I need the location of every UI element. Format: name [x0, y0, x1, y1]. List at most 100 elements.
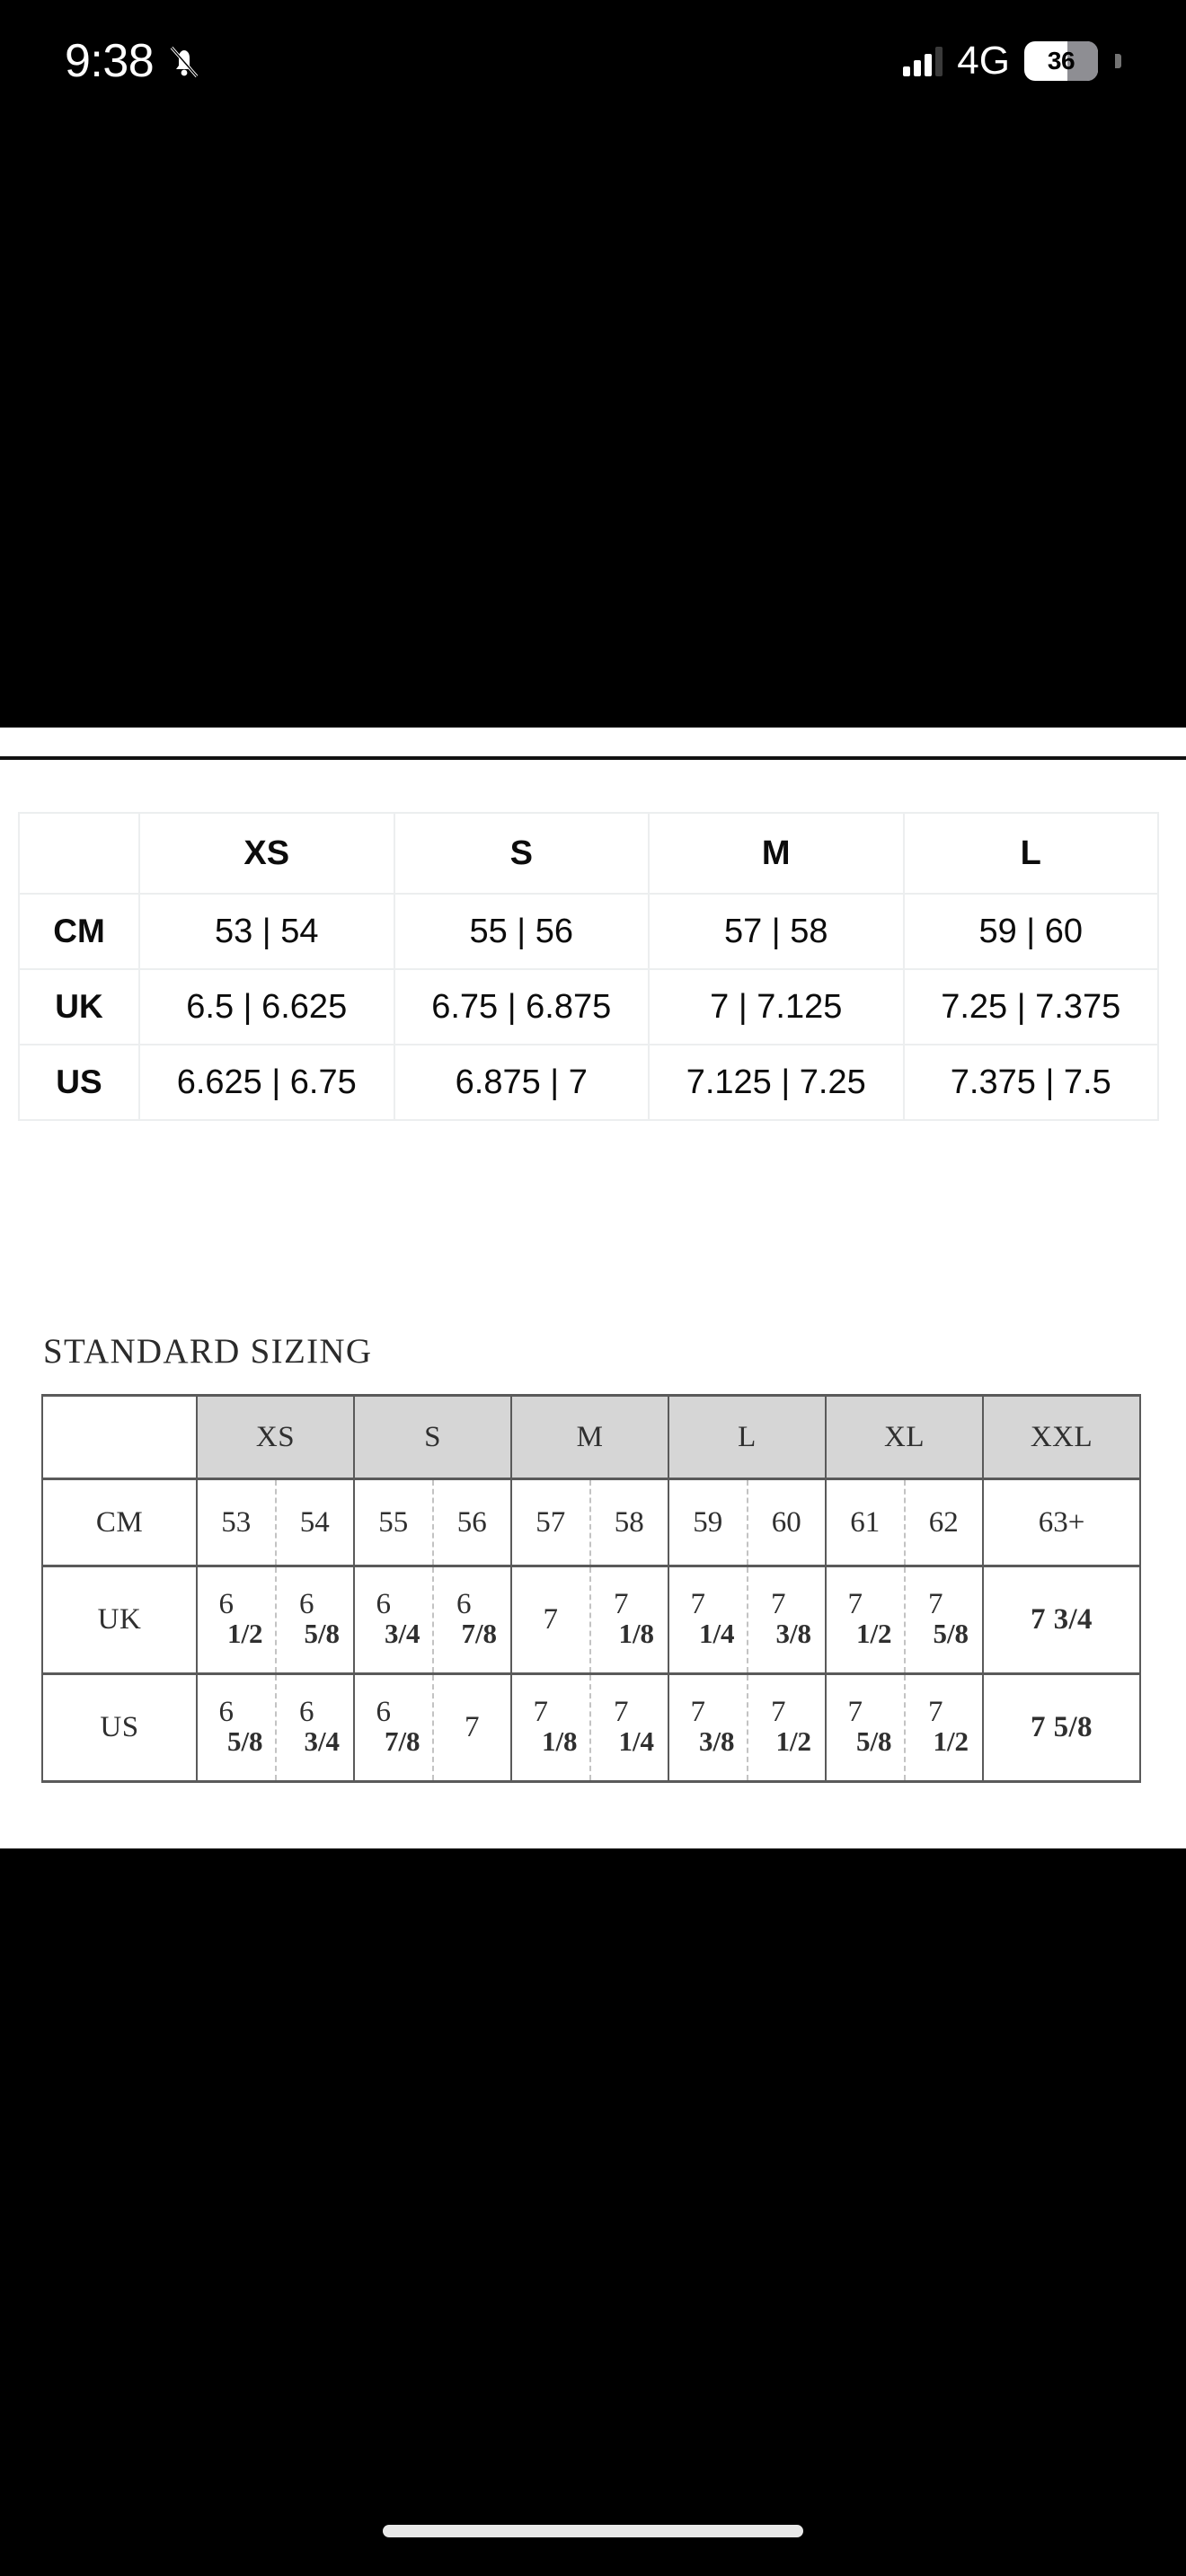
whole-number: 7 [847, 1695, 863, 1728]
table1-cell-uk-m: 7 | 7.125 [648, 968, 905, 1045]
whole-number: 7 [533, 1695, 549, 1728]
table2-cell-us-0: 6 5/8 [196, 1672, 277, 1783]
table2-cell-uk-9: 7 5/8 [904, 1565, 984, 1675]
fraction-part: 5/8 [226, 1725, 263, 1758]
mixed-fraction: 7 1/2 [918, 1697, 969, 1757]
table2-header-s: S [353, 1394, 512, 1480]
table2-cell-us-xxl: 7 5/8 [982, 1672, 1141, 1783]
table1-cell-cm-xs: 53 | 54 [138, 893, 395, 970]
value-text: 53 [221, 1505, 252, 1539]
table-row: US 6 5/8 6 3/4 6 7/8 7 7 1/8 7 1/4 7 3/8 7 1/2 7 5/8 7 1/2 7… [41, 1672, 1141, 1783]
network-type-label: 4G [957, 38, 1010, 83]
mixed-fraction: 7 3/8 [761, 1589, 811, 1649]
whole-number: 7 [690, 1695, 706, 1728]
mixed-fraction: 6 5/8 [209, 1697, 263, 1757]
table-row: CM 53 | 54 55 | 56 57 | 58 59 | 60 [18, 893, 1159, 970]
section-title-standard-sizing: STANDARD SIZING [43, 1332, 373, 1371]
mixed-fraction: 7 1/2 [761, 1697, 811, 1757]
table2-cell-cm-7: 60 [747, 1478, 827, 1567]
table1-corner-cell [18, 812, 140, 895]
whole-number: 7 [614, 1695, 629, 1728]
table1-cell-cm-l: 59 | 60 [902, 893, 1159, 970]
table2-cell-cm-2: 55 [353, 1478, 434, 1567]
table2-cell-uk-6: 7 1/4 [668, 1565, 748, 1675]
fraction-part: 1/4 [618, 1725, 655, 1758]
mixed-fraction: 7 3/8 [681, 1697, 735, 1757]
battery-level-label: 36 [1047, 46, 1075, 75]
whole-number: 7 [690, 1587, 706, 1620]
mixed-fraction: 6 5/8 [289, 1589, 340, 1649]
fraction-part: 5/8 [855, 1725, 892, 1758]
table1-row-label-cm: CM [18, 893, 140, 970]
table2-cell-us-2: 6 7/8 [353, 1672, 434, 1783]
size-conversion-table: XS S M L CM 53 | 54 55 | 56 57 | 58 59 |… [18, 812, 1159, 1121]
battery-cap-icon [1115, 53, 1121, 68]
mixed-fraction: 6 7/8 [447, 1589, 497, 1649]
table2-cell-cm-0: 53 [196, 1478, 277, 1567]
table1-header-l: L [902, 812, 1159, 895]
status-bar-right: 4G 36 [903, 38, 1121, 83]
mixed-fraction: 6 1/2 [209, 1589, 263, 1649]
fraction-part: 3/4 [384, 1618, 420, 1650]
table1-cell-cm-s: 55 | 56 [393, 893, 650, 970]
table2-cell-uk-5: 7 1/8 [589, 1565, 669, 1675]
table1-cell-uk-xs: 6.5 | 6.625 [138, 968, 395, 1045]
table2-cell-cm-1: 54 [275, 1478, 355, 1567]
table2-cell-cm-xxl: 63+ [982, 1478, 1141, 1567]
fraction-part: 5/8 [933, 1618, 969, 1650]
whole-number: 6 [376, 1695, 392, 1728]
table1-cell-us-m: 7.125 | 7.25 [648, 1044, 905, 1121]
bell-slash-icon [166, 41, 202, 81]
mixed-fraction: 6 3/4 [289, 1697, 340, 1757]
table-row: CM 53 54 55 56 57 58 59 60 61 62 63+ [41, 1478, 1141, 1567]
fraction-part: 1/2 [775, 1725, 812, 1758]
table-row: UK 6.5 | 6.625 6.75 | 6.875 7 | 7.125 7.… [18, 968, 1159, 1045]
value-text: 59 [693, 1505, 723, 1539]
fraction-part: 1/4 [698, 1618, 735, 1650]
value-text: 58 [614, 1505, 644, 1539]
value-text: 56 [456, 1505, 487, 1539]
table2-cell-uk-8: 7 1/2 [825, 1565, 906, 1675]
table1-cell-cm-m: 57 | 58 [648, 893, 905, 970]
fraction-part: 3/8 [775, 1618, 812, 1650]
whole-number: 6 [299, 1587, 314, 1620]
value-text: 7 [543, 1603, 559, 1636]
mixed-fraction: 7 1/8 [524, 1697, 578, 1757]
table2-cell-cm-4: 57 [510, 1478, 591, 1567]
mixed-fraction: 6 3/4 [367, 1589, 420, 1649]
status-time: 9:38 [65, 34, 155, 87]
fraction-part: 3/4 [304, 1725, 341, 1758]
fraction-part: 1/2 [855, 1618, 892, 1650]
size-conversion-table-wrapper: XS S M L CM 53 | 54 55 | 56 57 | 58 59 |… [18, 812, 1159, 1121]
table2-cell-us-7: 7 1/2 [747, 1672, 827, 1783]
table2-cell-cm-8: 61 [825, 1478, 906, 1567]
whole-number: 7 [771, 1695, 786, 1728]
table2-cell-us-3: 7 [432, 1672, 512, 1783]
battery-indicator: 36 [1024, 40, 1098, 81]
table1-cell-uk-s: 6.75 | 6.875 [393, 968, 650, 1045]
table2-row-label-cm: CM [41, 1478, 198, 1567]
value-text: 7 5/8 [1031, 1711, 1093, 1743]
mixed-fraction: 7 1/4 [604, 1697, 654, 1757]
fraction-part: 1/2 [226, 1618, 263, 1650]
table2-cell-us-4: 7 1/8 [510, 1672, 591, 1783]
mixed-fraction: 7 1/8 [604, 1589, 654, 1649]
home-indicator[interactable] [383, 2525, 803, 2537]
table2-cell-uk-7: 7 3/8 [747, 1565, 827, 1675]
fraction-part: 5/8 [304, 1618, 341, 1650]
whole-number: 6 [456, 1587, 472, 1620]
table2-cell-uk-3: 6 7/8 [432, 1565, 512, 1675]
table2-row-label-us: US [41, 1672, 198, 1783]
table-header-row: XS S M L [18, 812, 1159, 895]
fraction-part: 1/8 [541, 1725, 578, 1758]
whole-number: 6 [299, 1695, 314, 1728]
fraction-part: 7/8 [461, 1618, 498, 1650]
standard-sizing-table: XS S M L XL XXL CM 53 54 55 56 57 58 59 60 61 62 63+ UK 6 1/… [41, 1394, 1141, 1783]
table2-cell-uk-4: 7 [510, 1565, 591, 1675]
table2-cell-cm-5: 58 [589, 1478, 669, 1567]
table2-header-l: L [668, 1394, 827, 1480]
signal-bars-icon [903, 46, 943, 76]
value-text: 63+ [1038, 1505, 1085, 1539]
value-text: 57 [535, 1505, 566, 1539]
table2-cell-us-1: 6 3/4 [275, 1672, 355, 1783]
